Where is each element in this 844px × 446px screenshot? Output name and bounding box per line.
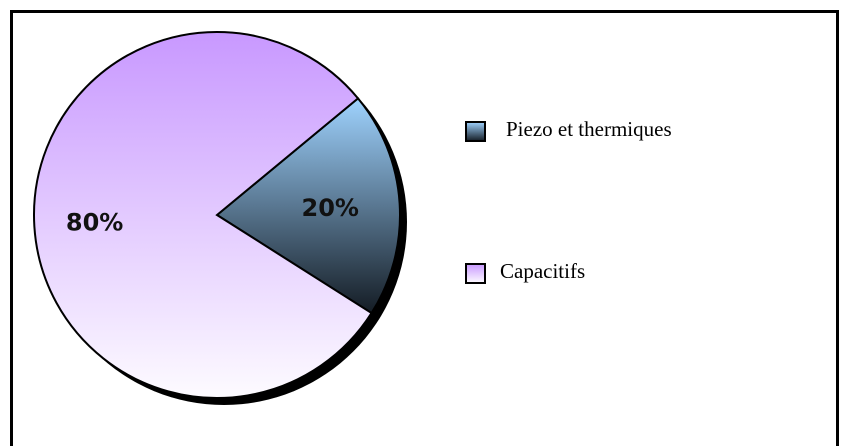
- pie-slice: [33, 31, 373, 399]
- frame: [10, 10, 839, 446]
- legend-swatch: [465, 121, 486, 142]
- legend-label: Capacitifs: [500, 259, 585, 283]
- pie: 20% 80%: [33, 31, 401, 399]
- pie-slice: [215, 96, 401, 315]
- legend-label: Piezo et thermiques: [506, 117, 672, 141]
- legend-swatch: [465, 263, 486, 284]
- slice-label: 80%: [66, 209, 123, 237]
- slice-label: 20%: [302, 194, 359, 222]
- legend: Piezo et thermiques Capacitifs: [465, 117, 672, 284]
